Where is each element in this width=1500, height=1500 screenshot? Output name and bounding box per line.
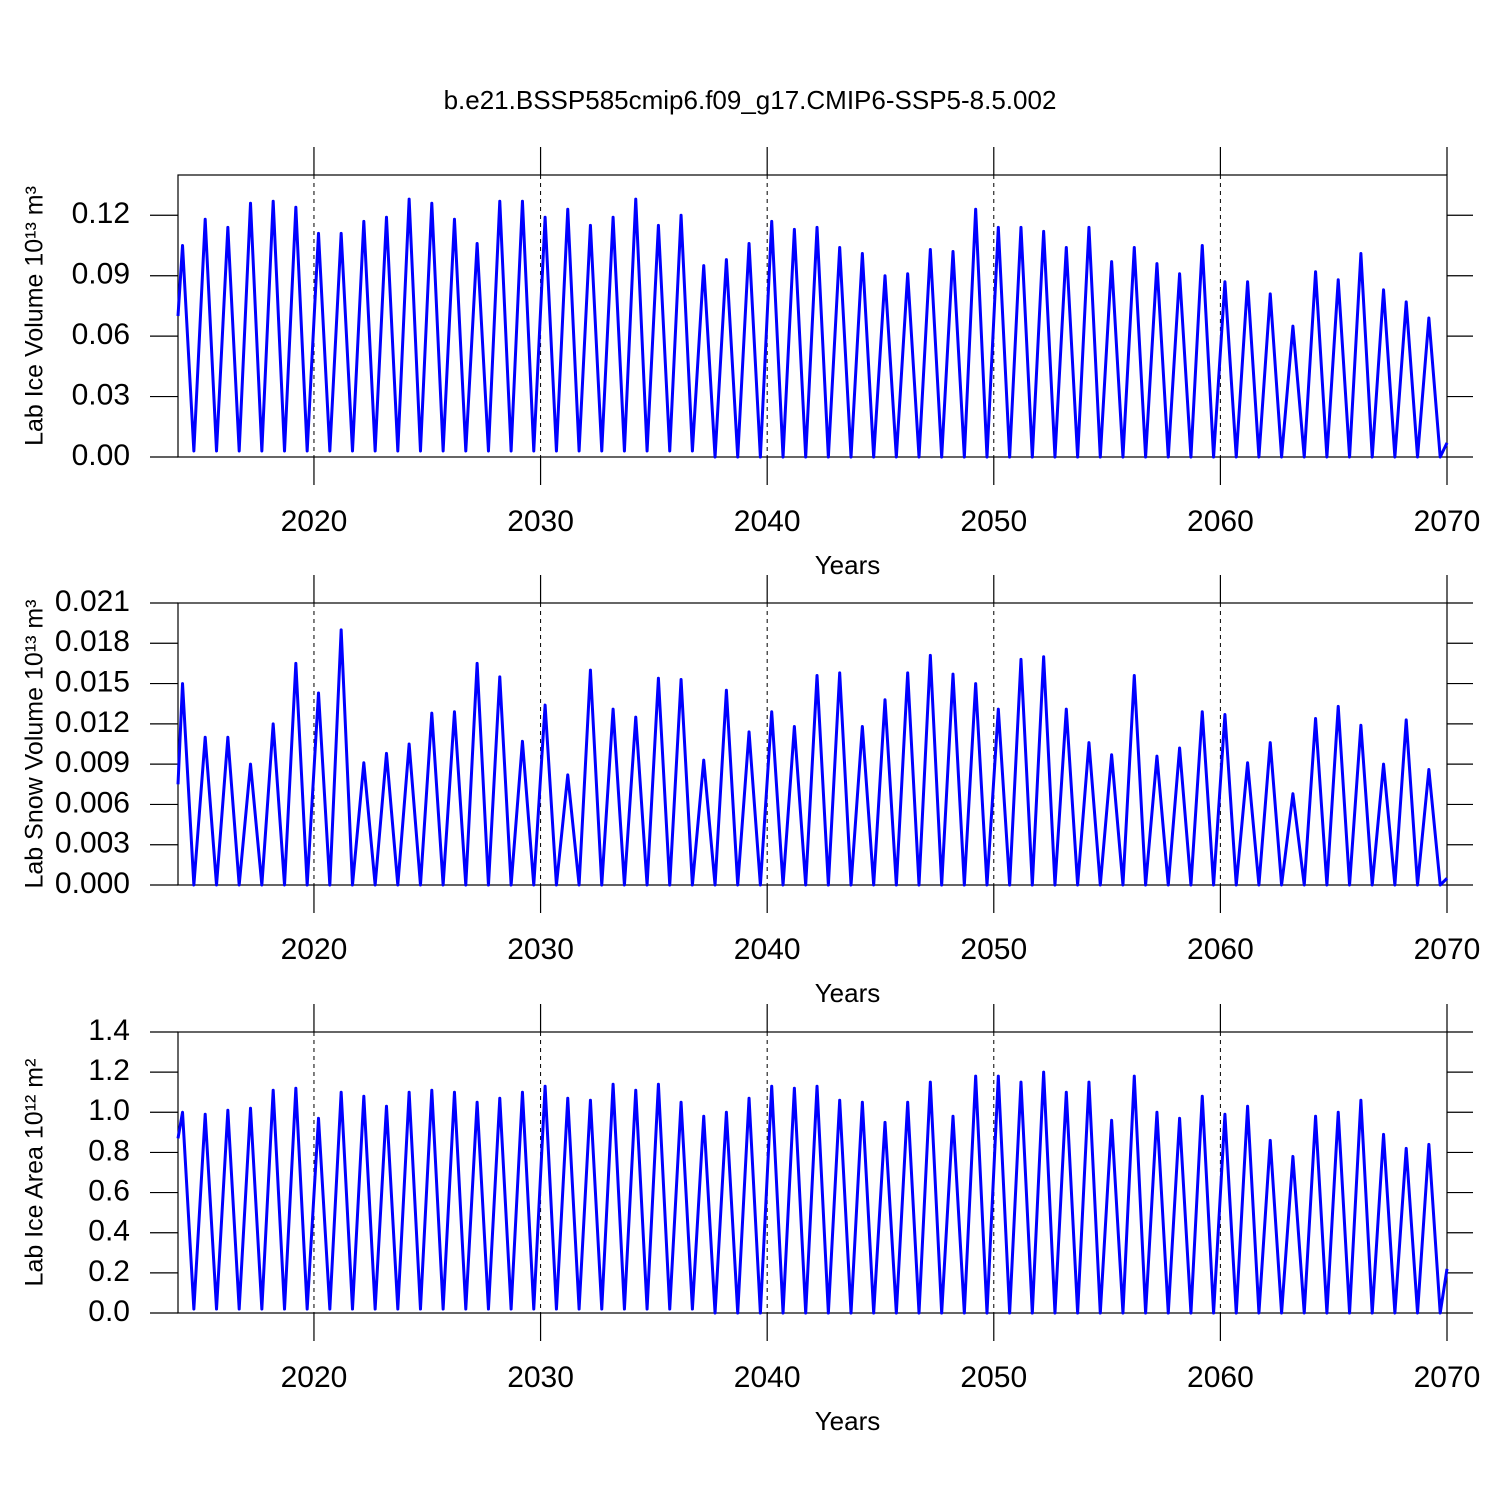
x-tick-label: 2060 [1187, 933, 1254, 966]
x-axis-label: Years [815, 550, 881, 580]
y-tick-label: 0.09 [72, 258, 130, 291]
y-tick-label: 0.009 [55, 746, 130, 779]
y-tick-label: 0.6 [88, 1174, 130, 1207]
x-tick-label: 2060 [1187, 1361, 1254, 1394]
x-tick-label: 2050 [960, 933, 1027, 966]
x-tick-label: 2020 [281, 505, 348, 538]
y-axis-label: Lab Ice Area 10¹² m² [21, 1059, 49, 1287]
y-tick-label: 0.003 [55, 827, 130, 860]
y-axis-label: Lab Snow Volume 10¹³ m³ [21, 599, 49, 888]
x-axis-label: Years [815, 1406, 881, 1436]
y-tick-label: 0.12 [72, 197, 130, 230]
x-tick-label: 2050 [960, 1361, 1027, 1394]
y-tick-label: 1.0 [88, 1094, 130, 1127]
x-tick-label: 2070 [1414, 1361, 1481, 1394]
plot-frame [177, 602, 1448, 886]
y-tick-label: 0.021 [55, 585, 130, 618]
x-tick-label: 2020 [281, 1361, 348, 1394]
y-tick-label: 0.4 [88, 1215, 130, 1248]
y-tick-label: 0.000 [55, 867, 130, 900]
x-tick-label: 2040 [734, 505, 801, 538]
x-tick-label: 2030 [507, 933, 574, 966]
y-tick-label: 0.06 [72, 318, 130, 351]
y-tick-label: 0.0 [88, 1295, 130, 1328]
plot-frame [177, 1031, 1448, 1314]
data-line [176, 628, 1449, 887]
x-tick-label: 2070 [1414, 505, 1481, 538]
y-tick-label: 0.2 [88, 1255, 130, 1288]
x-tick-label: 2070 [1414, 933, 1481, 966]
x-tick-label: 2050 [960, 505, 1027, 538]
x-tick-label: 2040 [734, 933, 801, 966]
y-tick-label: 0.03 [72, 378, 130, 411]
y-tick-label: 0.012 [55, 706, 130, 739]
y-tick-label: 1.4 [88, 1014, 130, 1047]
x-tick-label: 2060 [1187, 505, 1254, 538]
x-axis-label: Years [815, 978, 881, 1008]
x-tick-label: 2030 [507, 505, 574, 538]
y-tick-label: 0.018 [55, 625, 130, 658]
chart-title: b.e21.BSSP585cmip6.f09_g17.CMIP6-SSP5-8.… [444, 85, 1057, 115]
y-axis-label: Lab Ice Volume 10¹³ m³ [21, 186, 49, 446]
data-line [176, 1070, 1449, 1315]
x-tick-label: 2020 [281, 933, 348, 966]
x-tick-label: 2040 [734, 1361, 801, 1394]
x-tick-label: 2030 [507, 1361, 574, 1394]
y-tick-label: 0.006 [55, 786, 130, 819]
data-line [176, 197, 1449, 459]
y-tick-label: 0.015 [55, 665, 130, 698]
y-tick-label: 0.8 [88, 1134, 130, 1167]
y-tick-label: 1.2 [88, 1054, 130, 1087]
y-tick-label: 0.00 [72, 439, 130, 472]
